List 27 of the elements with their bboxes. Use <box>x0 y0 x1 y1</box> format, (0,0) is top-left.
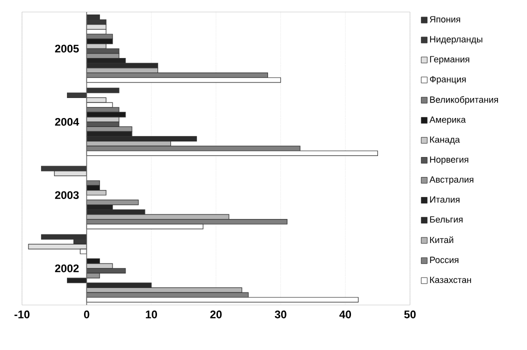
legend-label: Германия <box>430 56 470 64</box>
legend-label: Великобритания <box>430 96 498 105</box>
legend-label: Норвегия <box>430 156 468 165</box>
legend-label: Нидерланды <box>430 36 482 44</box>
legend-label: Канада <box>430 136 460 144</box>
y-tick-label: 2002 <box>55 264 79 272</box>
legend-label: Америка <box>429 116 466 125</box>
bar <box>41 234 87 240</box>
y-tick-label: 2004 <box>55 118 80 126</box>
legend-label: Франция <box>430 76 466 84</box>
legend-label: Япония <box>430 16 460 22</box>
x-tick-label: -10 <box>14 310 30 318</box>
x-tick-label: 10 <box>146 310 158 318</box>
legend-label: Китай <box>430 236 454 244</box>
y-tick-label: 2003 <box>55 191 79 200</box>
legend-label: Австралия <box>429 176 474 184</box>
x-tick-label: 20 <box>210 310 222 318</box>
x-tick-label: 50 <box>404 310 416 318</box>
legend-label: Россия <box>430 256 458 264</box>
legend-label: Казахстан <box>430 276 471 284</box>
y-tick-label: 2005 <box>55 44 79 53</box>
x-tick-label: 30 <box>274 310 286 318</box>
legend-label: Бельгия <box>430 216 463 223</box>
x-tick-label: 0 <box>84 310 90 318</box>
bar <box>86 200 139 206</box>
legend-label: Италия <box>430 196 460 203</box>
x-tick-label: 40 <box>339 310 351 318</box>
